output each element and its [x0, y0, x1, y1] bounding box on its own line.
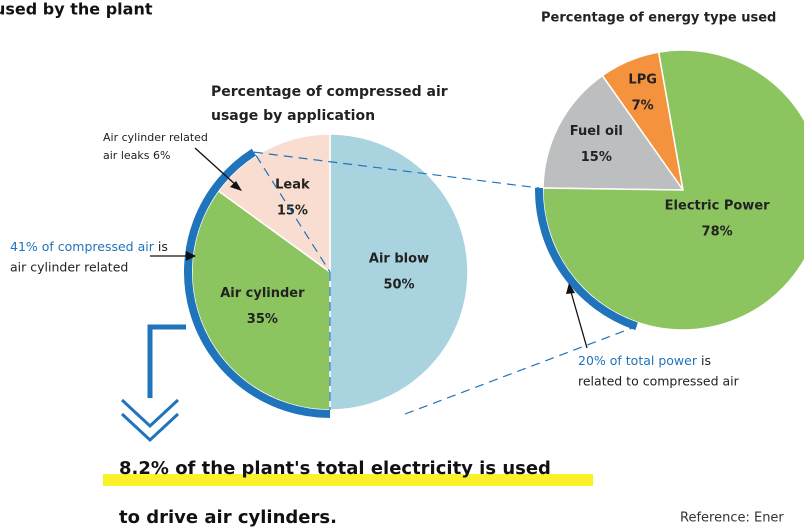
slice-label: Air cylinder: [220, 286, 305, 301]
pie-slice: [542, 74, 685, 191]
pie-slice: [191, 189, 331, 411]
flow-arrow: [147, 324, 186, 398]
pie-slice: [217, 133, 331, 274]
slice-value: 50%: [383, 278, 414, 293]
highlight-arc: [184, 148, 331, 418]
slice-value: 7%: [632, 99, 654, 114]
dash-line: [253, 151, 540, 189]
dash-line: [404, 325, 637, 415]
arrow: [194, 147, 238, 187]
annotation: air leaks 6%: [103, 149, 170, 162]
annotation: 20% of total power is: [578, 353, 711, 368]
reference: Reference: Ener: [680, 511, 784, 526]
slice-value: 35%: [247, 312, 278, 327]
conclusion: 8.2% of the plant's total electricity is…: [119, 458, 551, 479]
slice-value: 15%: [581, 150, 612, 165]
conclusion: to drive air cylinders.: [119, 507, 337, 528]
slice-value: 15%: [277, 204, 308, 219]
annotation: air cylinder related: [10, 260, 128, 275]
arrowhead: [230, 181, 242, 191]
chevron: [120, 398, 180, 429]
slice-label: Electric Power: [665, 199, 770, 214]
arrowhead: [566, 283, 575, 294]
arrowhead: [186, 251, 196, 261]
pie-title: Percentage of energy type used: [541, 11, 776, 26]
slice-label: Air blow: [369, 252, 429, 267]
annotation: 41% of compressed air is: [10, 239, 168, 254]
pie-slice: [542, 49, 804, 331]
slice-label: LPG: [628, 73, 656, 88]
annotation: Air cylinder related: [103, 131, 208, 144]
arrow: [570, 291, 588, 349]
pie-title: usage by application: [211, 108, 375, 124]
heading: used by the plant: [0, 0, 153, 19]
annotation-highlight: 41% of compressed air: [10, 239, 155, 254]
pie-title: Percentage of compressed air: [211, 84, 448, 100]
highlight-arc: [535, 187, 638, 331]
slice-label: Fuel oil: [570, 124, 623, 139]
chevron: [120, 412, 180, 443]
slice-value: 78%: [702, 225, 733, 240]
annotation: is: [701, 353, 711, 368]
annotation-highlight: 20% of total power: [578, 353, 698, 368]
dash-line: [255, 155, 331, 273]
annotation: related to compressed air: [578, 374, 740, 389]
slice-label: Leak: [275, 178, 310, 193]
annotation: is: [158, 239, 168, 254]
pie-slice: [329, 133, 469, 411]
highlight-band: [103, 474, 593, 486]
